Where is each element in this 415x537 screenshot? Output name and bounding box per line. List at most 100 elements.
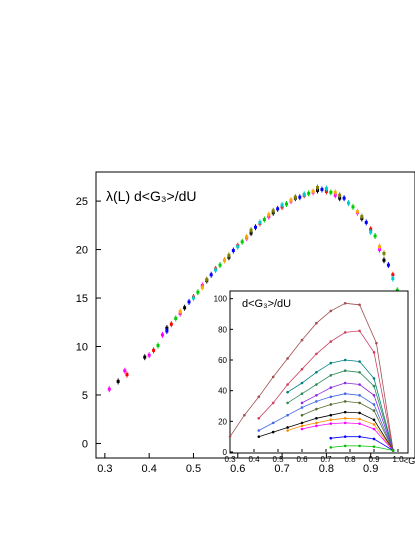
- data-point: [347, 200, 351, 207]
- data-point: [298, 194, 302, 201]
- point-marker: [364, 220, 368, 224]
- point-marker: [209, 273, 213, 277]
- y-tick-label: 5: [82, 390, 88, 402]
- y-tick-label: 10: [76, 342, 88, 354]
- data-point: [147, 352, 151, 359]
- inset-x-tick-label: 0.5: [272, 455, 284, 464]
- data-point: [254, 224, 257, 231]
- inset-annotation: d<G₃>/dU: [242, 298, 291, 310]
- inset-series-point: [300, 424, 304, 428]
- point-marker: [298, 195, 302, 199]
- y-tick-label: 15: [76, 293, 88, 305]
- data-point: [307, 190, 311, 197]
- inset-series-line: [258, 411, 394, 451]
- point-marker: [123, 369, 127, 373]
- y-tick-label: 0: [82, 438, 88, 450]
- inset-series-point: [300, 421, 304, 425]
- inset-series-point: [271, 430, 275, 434]
- inset-series-point: [343, 381, 347, 385]
- inset-y-tick-label: 0: [223, 448, 228, 457]
- inset-series-line: [258, 330, 394, 451]
- inset-plot-content: 0.3 0.4 0.5 0.6 0.7 0.8 0.9 1.0 0 20 40 60 80 100: [214, 295, 404, 464]
- data-point: [107, 386, 111, 393]
- inset-series-point: [300, 401, 304, 405]
- inset-series-point: [358, 417, 361, 421]
- data-point: [311, 188, 315, 195]
- x-tick-label: 0.5: [186, 463, 201, 475]
- inset-series-point: [329, 403, 333, 406]
- inset-series-point: [271, 375, 275, 379]
- inset-series-point: [329, 446, 333, 449]
- point-marker: [271, 209, 275, 213]
- inset-y-tick-label: 80: [218, 325, 227, 334]
- inset-series-point: [300, 427, 304, 431]
- inset-series-point: [372, 445, 376, 448]
- data-point: [236, 243, 240, 250]
- inset-x-tick-label: 0.4: [248, 455, 260, 464]
- inset-series-point: [372, 409, 376, 412]
- inset-series-point: [372, 384, 376, 388]
- inset-series-point: [343, 369, 347, 373]
- main-annotation: λ(L) d<G₃>/dU: [106, 188, 197, 204]
- inset-series-point: [329, 374, 333, 377]
- point-marker: [378, 245, 382, 249]
- inset-series-point: [300, 392, 304, 396]
- point-marker: [245, 235, 249, 239]
- data-point: [143, 354, 147, 361]
- inset-y-tick-label: 40: [218, 387, 227, 396]
- data-point: [271, 207, 275, 214]
- point-marker: [280, 203, 284, 207]
- point-marker: [196, 290, 200, 294]
- inset-series-point: [358, 435, 361, 438]
- inset-series-point: [257, 429, 261, 432]
- inset-series-point: [343, 392, 347, 396]
- point-marker: [116, 379, 120, 383]
- point-marker: [236, 245, 240, 249]
- point-marker: [214, 268, 218, 272]
- point-marker: [342, 196, 346, 200]
- y-tick-label: 25: [76, 196, 88, 208]
- inset-series-point: [228, 435, 232, 438]
- inset-series-point: [315, 321, 318, 325]
- inset-series-point: [391, 449, 395, 452]
- x-tick-label: 0.7: [274, 463, 289, 475]
- inset-series-point: [372, 437, 376, 441]
- data-point: [316, 184, 320, 191]
- inset-series-line: [287, 417, 394, 451]
- inset-series-point: [343, 331, 347, 334]
- point-marker: [276, 207, 280, 211]
- data-point: [178, 308, 182, 315]
- inset-series-point: [329, 422, 333, 425]
- point-marker: [285, 202, 289, 206]
- inset-series-point: [300, 338, 304, 342]
- point-marker: [191, 296, 195, 300]
- inset-series-point: [257, 395, 261, 399]
- inset-series-point: [329, 418, 333, 422]
- data-point: [156, 342, 160, 349]
- inset-series-point: [271, 421, 275, 425]
- data-point: [152, 347, 156, 354]
- point-marker: [107, 387, 111, 391]
- y-tick-label: 20: [76, 245, 88, 257]
- inset-series-point: [358, 383, 361, 386]
- point-marker: [218, 263, 222, 267]
- point-marker: [156, 344, 160, 348]
- point-marker: [165, 329, 169, 333]
- inset-series-point: [315, 407, 318, 411]
- point-marker: [338, 193, 342, 197]
- inset-series-line: [287, 370, 394, 451]
- data-point: [373, 232, 377, 239]
- data-point: [160, 331, 164, 338]
- data-point: [289, 197, 293, 204]
- data-point: [369, 229, 373, 236]
- inset-series-point: [315, 421, 318, 425]
- point-marker: [249, 228, 253, 232]
- point-marker: [125, 373, 129, 377]
- inset-series-point: [343, 410, 347, 414]
- data-point: [209, 271, 213, 278]
- inset-series-point: [329, 361, 333, 365]
- data-point: [324, 185, 328, 192]
- point-marker: [316, 186, 320, 190]
- inset-series-point: [329, 395, 333, 399]
